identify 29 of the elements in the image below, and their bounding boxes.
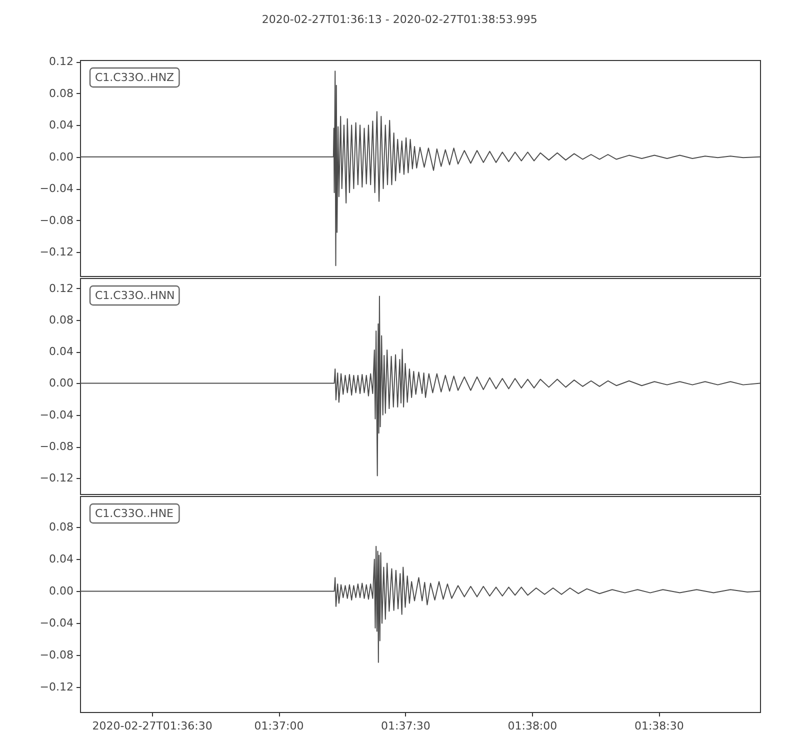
y-tick-label: 0.00 [49,150,74,164]
y-tick-label: −0.08 [40,648,74,662]
y-tick-label: 0.00 [49,584,74,598]
y-tick-label: 0.04 [49,345,74,358]
y-tick-label: 0.08 [49,520,74,534]
y-tick-label: −0.08 [40,440,74,454]
y-tick-label: −0.12 [40,246,74,259]
y-tick-label: 0.12 [49,282,74,295]
x-tick-label: 01:38:00 [508,720,558,732]
y-tick-label: −0.04 [40,616,74,630]
x-tick-label: 01:37:00 [254,720,304,732]
y-tick-label: −0.04 [40,408,74,422]
y-tick-label: 0.04 [49,118,74,132]
y-tick-label: 0.04 [49,552,74,566]
y-tick-label: −0.04 [40,182,74,196]
y-tick-label: 0.00 [49,376,74,390]
text: C1.C33O..HNN [95,289,175,302]
y-tick-label: 0.08 [49,86,74,100]
chart-title: 2020-02-27T01:36:13 - 2020-02-27T01:38:53.995 [262,13,538,26]
y-tick-label: −0.12 [40,680,74,694]
x-tick-label: 01:38:30 [634,720,684,732]
text: C1.C33O..HNZ [95,71,175,84]
y-tick-label: 0.12 [49,55,74,68]
text: C1.C33O..HNE [95,507,174,520]
x-tick-label: 01:37:30 [381,720,430,732]
y-tick-label: −0.12 [40,472,74,485]
y-tick-label: −0.08 [40,214,74,227]
y-tick-label: 0.08 [49,313,74,326]
x-tick-label: 2020-02-27T01:36:30 [92,720,212,732]
